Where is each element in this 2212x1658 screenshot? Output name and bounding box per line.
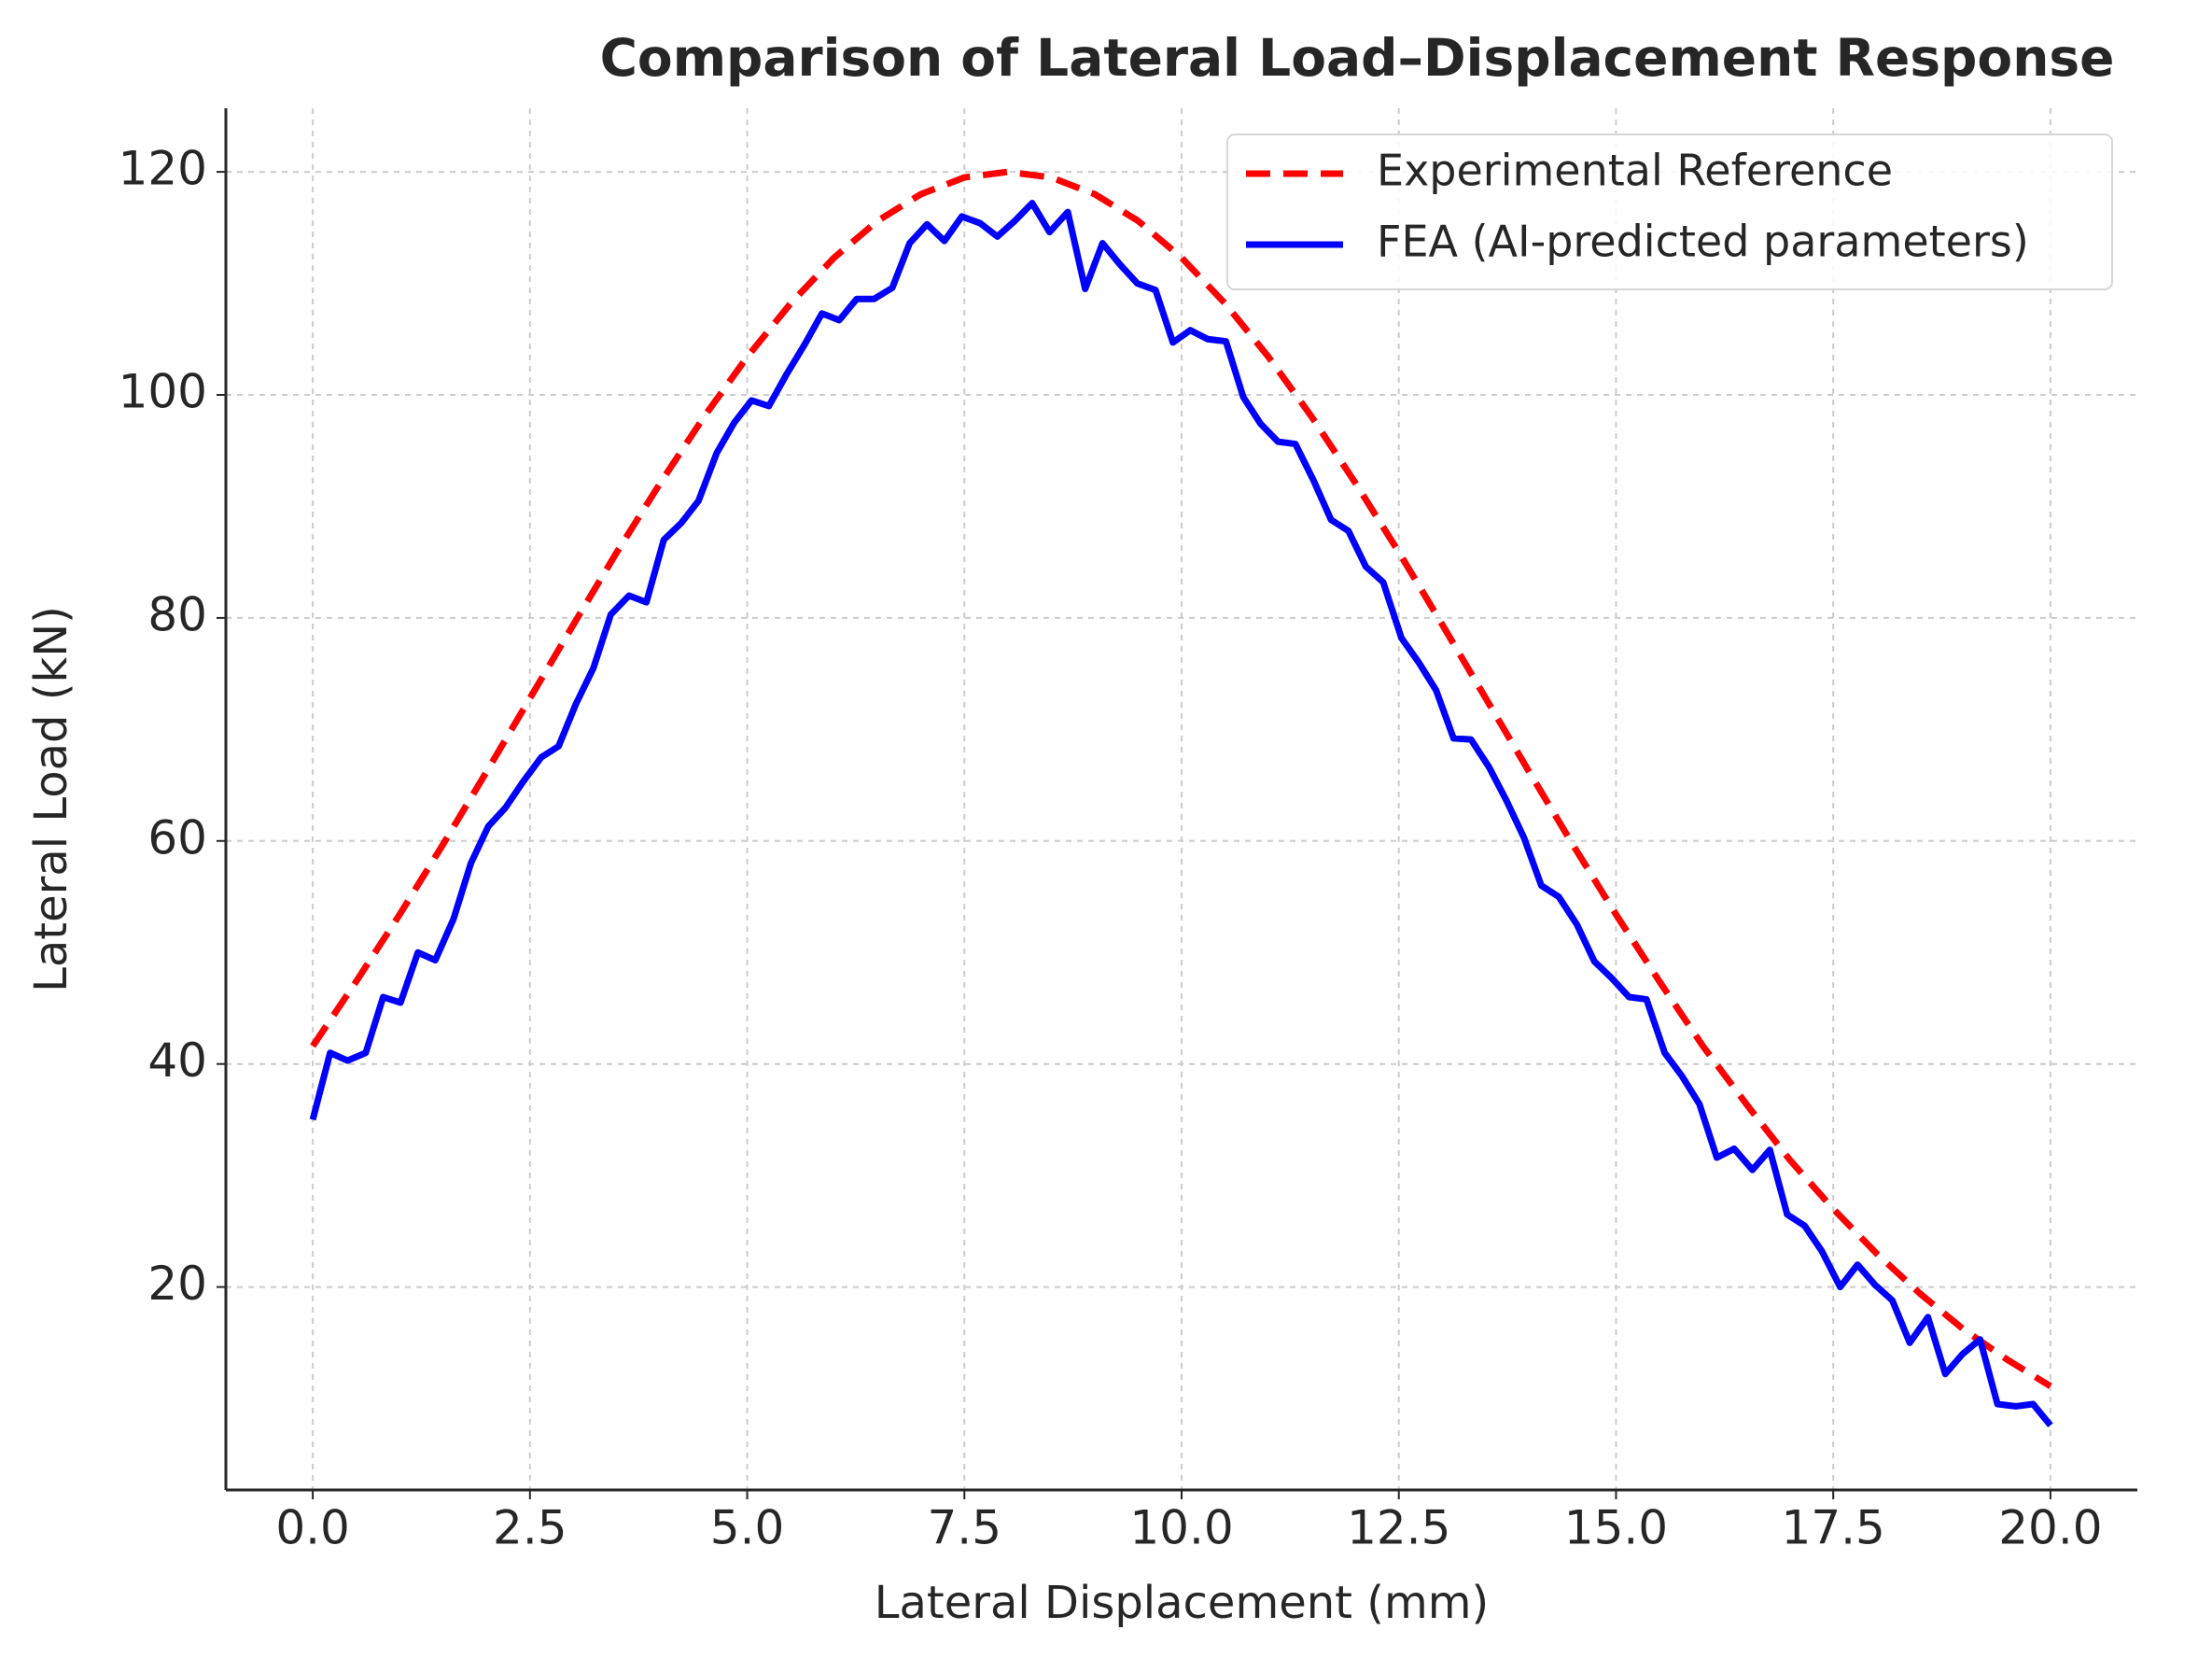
- line-series: [310, 168, 2052, 1389]
- y-axis-label: Lateral Load (kN): [25, 606, 77, 992]
- y-tick-label: 120: [119, 142, 207, 196]
- x-axis-label: Lateral Displacement (mm): [875, 1577, 1489, 1629]
- x-tick-label: 12.5: [1347, 1501, 1450, 1555]
- x-tick-label: 10.0: [1129, 1501, 1233, 1555]
- x-tick-label: 5.0: [710, 1501, 785, 1555]
- y-tick-label: 40: [147, 1033, 207, 1088]
- x-tick-label: 2.5: [493, 1501, 567, 1555]
- legend-label: FEA (AI-predicted parameters): [1377, 217, 2029, 267]
- x-tick-label: 0.0: [275, 1501, 350, 1555]
- x-tick-label: 20.0: [1998, 1501, 2102, 1555]
- y-tick-label: 20: [147, 1257, 207, 1311]
- x-tick-label: 15.0: [1564, 1501, 1668, 1555]
- y-tick-label: 60: [147, 810, 207, 864]
- legend-label: Experimental Reference: [1377, 146, 1893, 196]
- line-series: [309, 200, 2053, 1427]
- y-tick-label: 80: [147, 587, 207, 641]
- legend-box: [1226, 133, 2113, 290]
- x-tick-label: 17.5: [1782, 1501, 1885, 1555]
- x-tick-label: 7.5: [928, 1501, 1002, 1555]
- chart-title: Comparison of Lateral Load–Displacement …: [600, 28, 2115, 88]
- y-tick-label: 100: [119, 364, 207, 418]
